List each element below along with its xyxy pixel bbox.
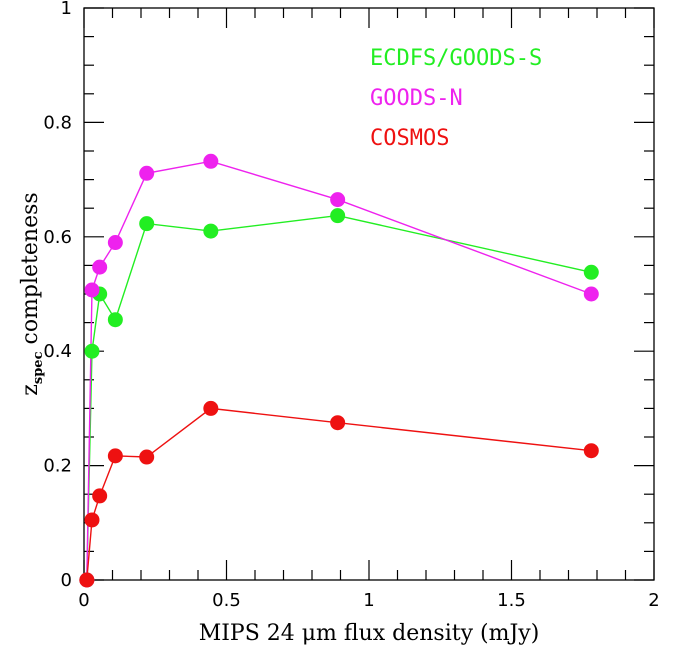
y-axis-title-main: z — [18, 384, 43, 396]
data-point-ecdfs-goods-s — [330, 208, 346, 224]
data-point-goods-n — [330, 192, 346, 208]
legend-entry-cosmos: COSMOS — [370, 126, 449, 151]
y-axis-title: zspec completeness — [18, 192, 46, 395]
y-tick-label: 0.8 — [43, 112, 72, 133]
x-tick-label: 1 — [363, 590, 374, 611]
legend-entry-goods-n: GOODS-N — [370, 86, 463, 111]
y-axis-title-rest: completeness — [18, 192, 43, 351]
data-point-cosmos — [79, 572, 95, 588]
data-point-cosmos — [203, 400, 219, 416]
x-axis-title: MIPS 24 μm flux density (mJy) — [199, 621, 540, 646]
data-point-cosmos — [330, 415, 346, 431]
data-point-ecdfs-goods-s — [203, 223, 219, 239]
x-tick-label: 0.5 — [212, 590, 241, 611]
data-point-cosmos — [84, 512, 100, 528]
data-point-ecdfs-goods-s — [107, 312, 123, 328]
data-point-goods-n — [203, 153, 219, 169]
data-point-cosmos — [583, 443, 599, 459]
data-point-goods-n — [92, 259, 108, 275]
data-point-ecdfs-goods-s — [583, 264, 599, 280]
plot-frame — [83, 7, 655, 581]
y-tick-label: 0.4 — [43, 341, 72, 362]
data-point-goods-n — [107, 235, 123, 251]
x-tick-label: 1.5 — [497, 590, 526, 611]
y-tick-label: 0.6 — [43, 227, 72, 248]
data-point-cosmos — [107, 448, 123, 464]
x-tick-label: 0 — [78, 590, 89, 611]
data-point-goods-n — [139, 165, 155, 181]
y-tick-label: 0.2 — [43, 456, 72, 477]
y-axis-title-subscript: spec — [31, 351, 46, 384]
data-point-goods-n — [84, 282, 100, 298]
data-point-goods-n — [583, 286, 599, 302]
data-point-ecdfs-goods-s — [84, 343, 100, 359]
series-line-ecdfs-goods-s — [86, 214, 592, 581]
y-tick-label: 1 — [61, 0, 72, 19]
series-line-goods-n — [86, 160, 592, 581]
y-tick-label: 0 — [61, 570, 72, 591]
series-line-cosmos — [86, 407, 592, 581]
data-point-ecdfs-goods-s — [139, 216, 155, 232]
data-point-cosmos — [92, 488, 108, 504]
data-point-cosmos — [139, 449, 155, 465]
x-tick-label: 2 — [648, 590, 659, 611]
legend-entry-ecdfs-goods-s: ECDFS/GOODS-S — [370, 46, 542, 71]
